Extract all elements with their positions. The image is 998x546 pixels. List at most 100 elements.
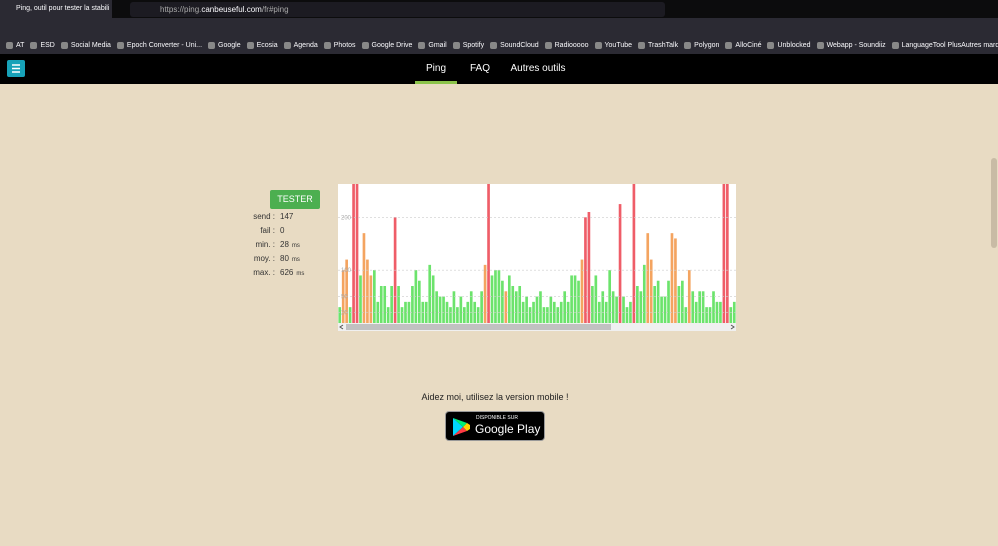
bookmark-label: Polygon xyxy=(694,42,720,49)
bar xyxy=(687,270,691,323)
bookmark-label: Social Media xyxy=(70,42,111,49)
bookmark-label: YouTube xyxy=(604,42,633,49)
chart-scroll-thumb[interactable] xyxy=(346,324,611,330)
bookmark[interactable]: Ecosia xyxy=(246,42,278,49)
bookmark[interactable]: Photos xyxy=(323,42,356,49)
bookmark[interactable]: Radiooooo xyxy=(544,42,589,49)
stat-number: 80 xyxy=(280,254,289,263)
bookmark[interactable]: ESD xyxy=(30,42,55,49)
bookmark[interactable]: Google Drive xyxy=(361,42,412,49)
bookmark-icon xyxy=(418,42,426,49)
bookmark-icon xyxy=(816,42,824,49)
bar xyxy=(639,291,643,323)
nav-bar xyxy=(0,54,998,84)
nav-item[interactable]: FAQ xyxy=(469,63,490,74)
bar xyxy=(490,275,494,323)
menu-button[interactable] xyxy=(7,60,25,77)
bar xyxy=(642,264,646,323)
chart-scroll-arrows[interactable] xyxy=(339,324,735,330)
bookmark[interactable]: AT xyxy=(6,42,24,49)
bar xyxy=(684,307,688,323)
y-tick-label: 50 xyxy=(341,295,348,301)
bookmark[interactable]: SoundCloud xyxy=(490,42,539,49)
bar xyxy=(390,286,393,323)
toolbar xyxy=(0,18,998,37)
bookmark-label: Epoch Converter - Uni... xyxy=(126,42,203,49)
bar xyxy=(376,301,380,323)
bookmark[interactable]: AlloCiné xyxy=(725,42,761,49)
url-bar[interactable]: https://ping.canbeuseful.com/fr#ping xyxy=(130,2,665,17)
bar xyxy=(345,259,348,323)
stat-number: 28 xyxy=(280,240,289,249)
bar xyxy=(525,296,528,323)
bar xyxy=(601,291,605,323)
bookmark[interactable]: Gmail xyxy=(418,42,447,49)
url-path: /fr#ping xyxy=(261,5,289,14)
bar xyxy=(480,291,483,323)
bookmark-label: Spotify xyxy=(462,42,485,49)
bar xyxy=(483,264,487,323)
bar xyxy=(656,280,660,323)
bar xyxy=(611,291,615,323)
bookmark-icon xyxy=(891,42,899,49)
bookmark-label: AT xyxy=(16,42,25,49)
bookmark[interactable]: YouTube xyxy=(594,42,633,49)
bookmark[interactable]: Social Media xyxy=(60,42,111,49)
bookmark[interactable]: Epoch Converter - Uni... xyxy=(116,42,203,49)
bookmark[interactable]: Unblocked xyxy=(767,42,811,49)
google-play-badge[interactable]: DISPONIBLE SUR Google Play xyxy=(445,411,545,441)
bar xyxy=(566,301,570,323)
bar xyxy=(438,296,442,323)
bar xyxy=(407,301,411,323)
bar xyxy=(587,212,591,323)
bar xyxy=(469,291,473,323)
bar xyxy=(452,291,456,323)
bookmark[interactable]: Polygon xyxy=(684,42,719,49)
bar xyxy=(653,286,656,323)
stat-unit: ms xyxy=(296,271,305,277)
bar xyxy=(663,296,667,323)
y-tick-label: 100 xyxy=(341,268,352,274)
bar xyxy=(511,286,515,323)
bookmark[interactable]: TrashTalk xyxy=(638,42,678,49)
bookmark-label: Agenda xyxy=(293,42,318,49)
bar xyxy=(449,307,452,323)
mobile-text: Aidez moi, utilisez la version mobile ! xyxy=(421,392,569,402)
bar xyxy=(404,301,407,323)
bar xyxy=(719,301,722,323)
bookmark[interactable]: Spotify xyxy=(452,42,485,49)
bar xyxy=(462,307,466,323)
bar xyxy=(546,307,549,323)
scrollbar xyxy=(990,84,998,546)
bookmark-icon xyxy=(684,42,692,49)
bookmark[interactable]: Google xyxy=(208,42,241,49)
other-bookmarks[interactable]: Autres marque-pages xyxy=(961,42,998,49)
bar xyxy=(573,275,577,323)
bar xyxy=(622,296,625,323)
nav-item[interactable]: Autres outils xyxy=(510,63,566,74)
bookmark[interactable]: LanguageTool Plus xyxy=(891,42,961,49)
badge-big: Google Play xyxy=(475,422,541,436)
bookmark[interactable]: Webapp - Soundiiz xyxy=(816,42,886,49)
bar xyxy=(507,275,511,323)
bar xyxy=(632,184,636,323)
bar xyxy=(456,307,459,323)
bar xyxy=(487,184,490,323)
bookmark-icon xyxy=(767,42,775,49)
tester-button[interactable]: TESTER xyxy=(270,190,320,209)
y-tick-label: 20 xyxy=(341,310,348,316)
bar xyxy=(594,275,598,323)
bar xyxy=(681,280,684,323)
bar xyxy=(338,307,342,323)
stat-value: 147 xyxy=(280,212,293,221)
bookmark[interactable]: Agenda xyxy=(283,42,318,49)
bookmark-icon xyxy=(208,42,216,49)
scrollbar-thumb[interactable] xyxy=(991,158,997,248)
bar xyxy=(362,233,366,323)
bar xyxy=(386,307,390,323)
bookmark-label: Radiooooo xyxy=(554,42,589,49)
bar xyxy=(691,291,695,323)
bar xyxy=(383,286,387,323)
tab[interactable]: Ping, outil pour tester la stabili xyxy=(0,0,112,18)
nav-item[interactable]: Ping xyxy=(415,54,457,84)
